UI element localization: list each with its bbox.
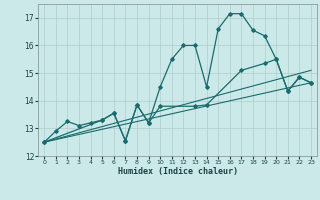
X-axis label: Humidex (Indice chaleur): Humidex (Indice chaleur) <box>118 167 238 176</box>
